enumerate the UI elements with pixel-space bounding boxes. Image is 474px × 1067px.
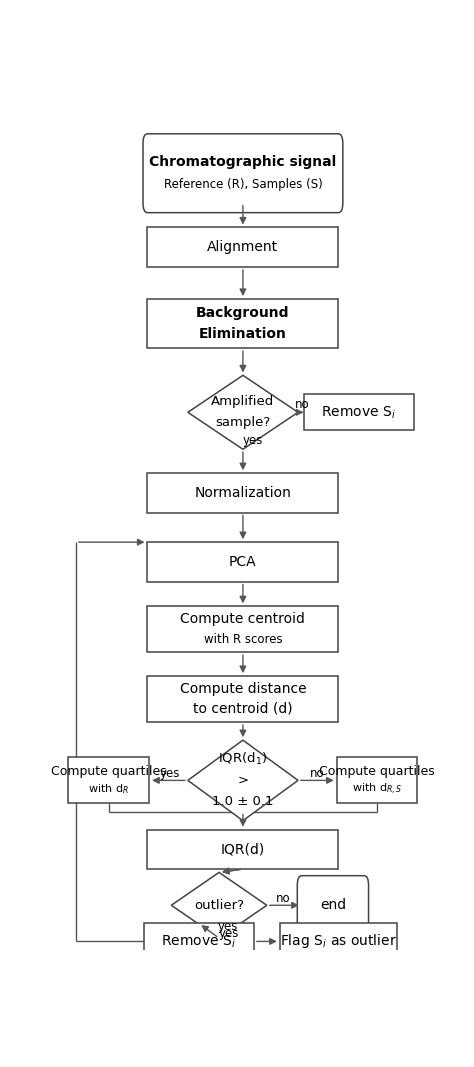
Text: Remove S$_i$: Remove S$_i$ xyxy=(321,404,396,420)
Text: sample?: sample? xyxy=(215,416,271,430)
Text: end: end xyxy=(320,898,346,912)
Text: IQR(d$_1$): IQR(d$_1$) xyxy=(218,751,268,767)
Text: yes: yes xyxy=(160,767,181,780)
Polygon shape xyxy=(171,873,267,938)
Text: outlier?: outlier? xyxy=(194,898,244,912)
FancyBboxPatch shape xyxy=(147,606,338,652)
Text: Chromatographic signal: Chromatographic signal xyxy=(149,155,337,169)
Text: yes: yes xyxy=(243,434,264,447)
FancyBboxPatch shape xyxy=(303,394,414,430)
Text: 1.0 ± 0.1: 1.0 ± 0.1 xyxy=(212,795,273,808)
FancyBboxPatch shape xyxy=(147,227,338,267)
Polygon shape xyxy=(188,740,298,821)
Text: Compute distance: Compute distance xyxy=(180,682,306,696)
FancyBboxPatch shape xyxy=(68,758,149,803)
Text: Elimination: Elimination xyxy=(199,328,287,341)
FancyBboxPatch shape xyxy=(147,830,338,870)
Text: Flag S$_i$ as outlier: Flag S$_i$ as outlier xyxy=(280,933,397,951)
Text: with d$_{R,S}$: with d$_{R,S}$ xyxy=(352,782,402,797)
Text: Normalization: Normalization xyxy=(194,485,292,499)
FancyBboxPatch shape xyxy=(280,923,397,959)
Text: to centroid (d): to centroid (d) xyxy=(193,702,293,716)
FancyBboxPatch shape xyxy=(147,542,338,582)
Text: Amplified: Amplified xyxy=(211,395,274,409)
Text: no: no xyxy=(294,398,309,412)
Text: Remove S$_i$: Remove S$_i$ xyxy=(161,934,237,950)
Text: Alignment: Alignment xyxy=(207,240,279,254)
FancyBboxPatch shape xyxy=(147,473,338,512)
Text: no: no xyxy=(276,892,291,905)
Text: PCA: PCA xyxy=(229,555,257,569)
Text: yes: yes xyxy=(218,920,238,934)
Polygon shape xyxy=(188,376,298,449)
FancyBboxPatch shape xyxy=(144,923,254,959)
FancyBboxPatch shape xyxy=(147,676,338,722)
Text: Compute quartiles: Compute quartiles xyxy=(319,765,435,778)
FancyBboxPatch shape xyxy=(147,299,338,348)
Text: Reference (R), Samples (S): Reference (R), Samples (S) xyxy=(164,178,322,191)
Text: >: > xyxy=(237,774,248,786)
Text: Background: Background xyxy=(196,306,290,320)
FancyBboxPatch shape xyxy=(337,758,418,803)
Text: IQR(d): IQR(d) xyxy=(221,842,265,857)
Text: Compute centroid: Compute centroid xyxy=(181,612,305,626)
Text: with d$_R$: with d$_R$ xyxy=(88,782,129,796)
Text: Compute quartiles: Compute quartiles xyxy=(51,765,167,778)
Text: with R scores: with R scores xyxy=(204,633,282,646)
Text: yes: yes xyxy=(219,927,239,940)
Text: no: no xyxy=(310,767,325,780)
FancyBboxPatch shape xyxy=(143,133,343,212)
FancyBboxPatch shape xyxy=(297,876,369,935)
